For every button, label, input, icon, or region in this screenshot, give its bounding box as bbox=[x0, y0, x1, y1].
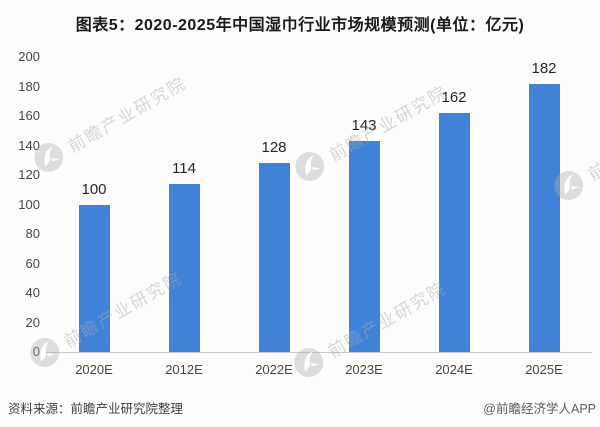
x-axis-label: 2020E bbox=[75, 362, 113, 377]
y-tick-label: 140 bbox=[18, 137, 40, 153]
x-axis-label: 2025E bbox=[525, 362, 563, 377]
bar-value-label: 128 bbox=[261, 139, 287, 157]
x-axis-label: 2012E bbox=[165, 362, 203, 377]
y-tick-label: 40 bbox=[25, 285, 40, 300]
y-tick-label: 200 bbox=[18, 49, 40, 64]
y-tick-label: 80 bbox=[25, 226, 40, 241]
x-axis-label: 2024E bbox=[435, 362, 473, 377]
y-tick-label: 100 bbox=[18, 196, 40, 212]
y-tick-label: 180 bbox=[18, 78, 40, 94]
y-tick-label: 120 bbox=[18, 167, 40, 182]
x-axis-line bbox=[46, 352, 592, 353]
bar-2025E bbox=[528, 83, 560, 352]
bar-2012E bbox=[168, 183, 200, 352]
bar-value-label: 143 bbox=[351, 117, 377, 135]
bar-value-label: 182 bbox=[531, 59, 557, 77]
chart-title: 图表5：2020-2025年中国湿巾行业市场规模预测(单位：亿元) bbox=[75, 17, 525, 34]
bar-value-label: 162 bbox=[441, 89, 467, 107]
y-tick-label: 0 bbox=[32, 344, 40, 359]
y-tick-label: 20 bbox=[25, 314, 40, 330]
watermark-text: 前瞻产业研究院 bbox=[584, 101, 600, 184]
y-tick-label: 160 bbox=[18, 108, 40, 123]
y-tick-label: 60 bbox=[25, 255, 40, 271]
watermark-text: 前瞻产业研究院 bbox=[324, 278, 450, 361]
x-axis-label: 2022E bbox=[255, 362, 293, 377]
credit-note: @前瞻经济学人APP bbox=[483, 402, 596, 416]
bar-2023E bbox=[348, 141, 380, 352]
bar-2022E bbox=[258, 163, 290, 352]
bar-2020E bbox=[78, 204, 110, 352]
bar-value-label: 114 bbox=[172, 159, 196, 177]
bar-value-label: 100 bbox=[81, 180, 107, 198]
x-axis-label: 2023E bbox=[345, 362, 383, 377]
bar-2024E bbox=[438, 113, 470, 352]
watermark-text: 前瞻产业研究院 bbox=[64, 73, 190, 156]
source-note: 资料来源：前瞻产业研究院整理 bbox=[8, 402, 184, 416]
